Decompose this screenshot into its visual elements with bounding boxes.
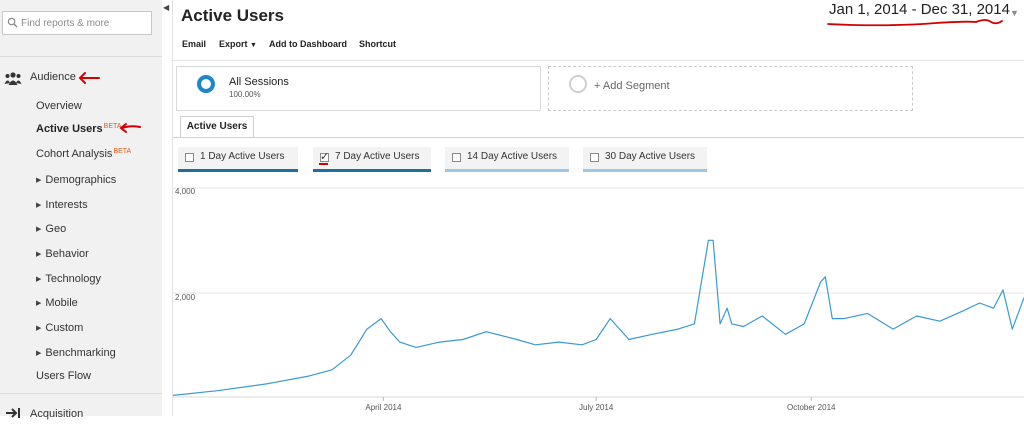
sidebar-item-benchmarking[interactable]: ▶ Benchmarking <box>36 347 116 359</box>
sidebar-item-label: Benchmarking <box>45 347 116 359</box>
sidebar-item-technology[interactable]: ▶ Technology <box>36 273 101 285</box>
sidebar-item-label: Cohort Analysis <box>36 148 113 160</box>
metric-label: 14 Day Active Users <box>467 151 558 162</box>
expand-triangle-icon: ▶ <box>36 276 42 283</box>
beta-badge: BETA <box>103 123 122 130</box>
divider <box>173 137 1024 138</box>
checkmark-icon: ✓ <box>320 151 330 163</box>
metric-14-day-active-users[interactable]: 14 Day Active Users <box>445 147 569 172</box>
email-button[interactable]: Email <box>182 39 207 49</box>
sidebar-item-custom[interactable]: ▶ Custom <box>36 322 83 334</box>
sidebar-item-users-flow[interactable]: Users Flow <box>36 370 91 382</box>
sidebar-item-label: Behavior <box>45 248 89 260</box>
sidebar-item-label: Demographics <box>45 174 117 186</box>
x-tick-label: April 2014 <box>365 403 402 412</box>
checkbox-checked[interactable] <box>320 153 329 162</box>
shortcut-button[interactable]: Shortcut <box>359 39 396 49</box>
beta-badge: BETA <box>113 148 132 155</box>
sidebar-item-geo[interactable]: ▶ Geo <box>36 223 66 235</box>
sidebar-item-mobile[interactable]: ▶ Mobile <box>36 297 78 309</box>
expand-triangle-icon: ▶ <box>36 350 42 357</box>
divider <box>173 60 1024 61</box>
export-label: Export <box>219 39 248 49</box>
sidebar-item-active-users[interactable]: Active UsersBETA <box>36 123 121 135</box>
metric-30-day-active-users[interactable]: 30 Day Active Users <box>583 147 707 172</box>
metric-color-bar <box>445 169 569 172</box>
audience-icon <box>4 72 22 85</box>
metric-color-bar <box>313 169 431 172</box>
search-input[interactable] <box>21 15 149 31</box>
sidebar-item-label: Technology <box>45 273 102 285</box>
divider <box>0 393 162 394</box>
nav-audience[interactable]: Audience <box>0 67 162 89</box>
expand-triangle-icon: ▶ <box>36 226 42 233</box>
nav-acquisition[interactable]: Acquisition <box>0 402 162 424</box>
sidebar-item-overview[interactable]: Overview <box>36 100 82 112</box>
sidebar-item-label: Overview <box>36 100 82 112</box>
sidebar-item-behavior[interactable]: ▶ Behavior <box>36 248 89 260</box>
sidebar: Audience Overview Active UsersBETA Cohor… <box>0 0 163 420</box>
sidebar-item-label: Interests <box>45 199 88 211</box>
series-line <box>173 239 1024 396</box>
collapse-arrow-icon: ◀ <box>163 3 170 12</box>
x-tick-label: July 2014 <box>579 403 614 412</box>
segment-ring-icon <box>569 75 587 93</box>
sidebar-item-label: Custom <box>45 322 84 334</box>
expand-triangle-icon: ▶ <box>36 325 42 332</box>
date-range-picker[interactable]: Jan 1, 2014 - Dec 31, 2014 <box>829 1 1010 18</box>
add-segment-button[interactable]: + Add Segment <box>548 66 913 111</box>
metric-color-bar <box>178 169 298 172</box>
expand-triangle-icon: ▶ <box>36 251 42 258</box>
tab-active-users[interactable]: Active Users <box>180 116 254 138</box>
metric-label: 30 Day Active Users <box>605 151 696 162</box>
y-tick-label: 4,000 <box>175 187 196 196</box>
annotation-underline <box>827 19 1003 27</box>
acquisition-icon <box>6 408 20 418</box>
search-box[interactable] <box>2 11 152 35</box>
sidebar-item-demographics[interactable]: ▶ Demographics <box>36 174 116 186</box>
export-button[interactable]: Export ▼ <box>219 39 257 49</box>
sidebar-item-cohort-analysis[interactable]: Cohort AnalysisBETA <box>36 148 131 160</box>
metric-color-bar <box>583 169 707 172</box>
metric-7-day-active-users[interactable]: ✓ 7 Day Active Users <box>313 147 431 172</box>
segment-all-sessions[interactable]: All Sessions 100.00% <box>176 66 541 111</box>
expand-triangle-icon: ▶ <box>36 300 42 307</box>
annotation-arrow <box>78 72 100 84</box>
x-tick-label: October 2014 <box>787 403 836 412</box>
add-to-dashboard-button[interactable]: Add to Dashboard <box>269 39 347 49</box>
y-tick-label: 2,000 <box>175 293 196 302</box>
metric-label: 1 Day Active Users <box>200 151 285 162</box>
nav-acquisition-label: Acquisition <box>30 408 84 420</box>
sidebar-item-label: Mobile <box>45 297 78 309</box>
nav-audience-label: Audience <box>30 71 76 83</box>
annotation-arrow <box>119 123 141 133</box>
metric-1-day-active-users[interactable]: 1 Day Active Users <box>178 147 298 172</box>
chevron-down-icon[interactable]: ▼ <box>1010 8 1019 18</box>
expand-triangle-icon: ▶ <box>36 177 42 184</box>
checkbox[interactable] <box>590 153 599 162</box>
sidebar-item-interests[interactable]: ▶ Interests <box>36 199 88 211</box>
sidebar-item-label: Active Users <box>36 123 103 135</box>
sidebar-collapse-handle[interactable]: ◀ <box>162 0 173 416</box>
page-title: Active Users <box>181 6 285 25</box>
active-users-chart: 4,000 2,000 April 2014 July 2014 October 2… <box>173 187 1024 412</box>
sidebar-item-label: Users Flow <box>36 370 92 382</box>
segment-name: All Sessions <box>229 76 289 88</box>
divider <box>0 56 162 57</box>
chevron-down-icon: ▼ <box>250 42 257 49</box>
sidebar-item-label: Geo <box>45 223 67 235</box>
checkbox[interactable] <box>452 153 461 162</box>
metric-label: 7 Day Active Users <box>335 151 420 162</box>
segment-ring-icon <box>197 75 215 93</box>
search-icon <box>7 17 18 28</box>
annotation-underline <box>319 163 328 165</box>
checkbox[interactable] <box>185 153 194 162</box>
add-segment-label: + Add Segment <box>594 80 670 92</box>
segment-percentage: 100.00% <box>229 90 261 99</box>
expand-triangle-icon: ▶ <box>36 202 42 209</box>
